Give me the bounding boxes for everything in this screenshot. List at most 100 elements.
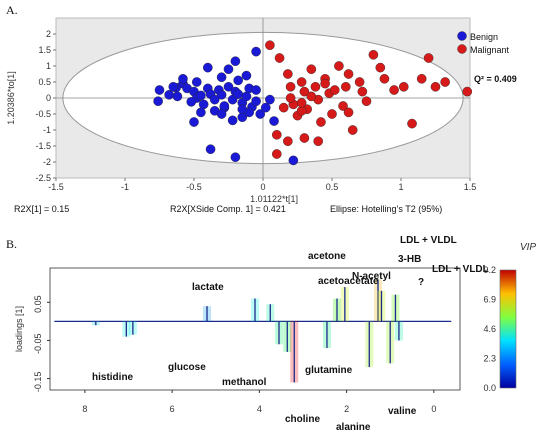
ellipse-label: Ellipse: Hotelling’s T2 (95%) xyxy=(330,204,442,214)
point-benign xyxy=(255,109,266,119)
vip-colorbar xyxy=(499,269,517,389)
point-malignant xyxy=(313,136,324,146)
ppm-tick-label: 8 xyxy=(82,404,87,414)
point-benign xyxy=(202,62,213,73)
point-benign xyxy=(168,82,179,92)
point-malignant xyxy=(343,107,354,118)
point-malignant xyxy=(285,82,296,92)
point-benign xyxy=(196,90,206,101)
annotation-label: acetoacetate xyxy=(318,276,379,287)
point-malignant xyxy=(285,93,296,103)
point-benign xyxy=(219,101,230,111)
point-malignant xyxy=(416,74,427,84)
point-benign xyxy=(198,99,209,110)
point-benign xyxy=(154,85,165,95)
y-tick-label: 0 xyxy=(46,93,51,103)
point-malignant xyxy=(354,77,365,87)
point-benign xyxy=(251,46,261,57)
point-malignant xyxy=(340,82,351,92)
point-malignant xyxy=(462,86,473,97)
point-benign xyxy=(241,91,252,102)
point-benign xyxy=(209,94,220,105)
point-malignant xyxy=(296,77,307,87)
y-tick-label: -1 xyxy=(43,125,51,135)
loadings-plot-area xyxy=(49,267,461,391)
point-malignant xyxy=(368,50,379,60)
y-tick-label: 1.5 xyxy=(38,45,51,55)
annotation-label: LDL + VLDL xyxy=(400,235,457,246)
colorbar-tick-label: 0.0 xyxy=(483,383,496,393)
point-malignant xyxy=(357,86,368,97)
point-benign xyxy=(241,70,252,81)
r2x-label: R2X[1] = 0.15 xyxy=(14,204,69,214)
point-benign xyxy=(164,90,174,100)
annotation-label: 3-HB xyxy=(398,254,421,265)
legend-label-benign: Benign xyxy=(470,32,498,42)
point-benign xyxy=(233,89,243,99)
ppm-tick-label: 4 xyxy=(257,404,262,414)
y-tick-label: -0.5 xyxy=(35,109,51,119)
point-malignant xyxy=(283,136,293,146)
point-benign xyxy=(265,94,275,105)
point-benign xyxy=(237,104,248,114)
point-benign xyxy=(191,77,202,87)
point-malignant xyxy=(299,133,310,143)
loadings-y-tick-label: -0.05 xyxy=(33,333,43,354)
point-benign xyxy=(216,90,227,100)
x-tick-label: 0.5 xyxy=(326,182,339,192)
point-benign xyxy=(205,144,216,154)
colorbar-title: VIP xyxy=(520,242,536,253)
y-tick-label: 0.5 xyxy=(38,77,51,87)
point-malignant xyxy=(430,82,441,92)
y-tick-label: -2 xyxy=(43,157,51,167)
point-benign xyxy=(230,152,241,162)
point-malignant xyxy=(306,91,317,102)
point-benign xyxy=(216,109,227,119)
point-malignant xyxy=(283,69,293,79)
ppm-tick-label: 6 xyxy=(170,404,175,414)
legend-label-malignant: Malignant xyxy=(470,45,510,55)
ppm-tick-label: 0 xyxy=(431,404,436,414)
colorbar-tick-label: 4.6 xyxy=(483,324,496,334)
y-axis-label: 1.20386*to[1] xyxy=(6,71,16,125)
point-malignant xyxy=(347,125,358,135)
point-benign xyxy=(230,56,241,67)
x-tick-label: 0 xyxy=(260,182,265,192)
point-malignant xyxy=(265,40,275,51)
point-malignant xyxy=(361,96,372,106)
legend-marker-benign xyxy=(457,31,467,41)
y-tick-label: -1.5 xyxy=(35,141,51,151)
point-malignant xyxy=(274,53,285,63)
point-malignant xyxy=(327,109,337,119)
point-malignant xyxy=(423,53,434,63)
point-benign xyxy=(189,117,199,127)
panel-b-label: B. xyxy=(6,237,17,251)
point-malignant xyxy=(440,77,450,87)
point-malignant xyxy=(329,85,340,95)
point-malignant xyxy=(310,82,321,92)
colorbar-tick-label: 9.2 xyxy=(483,265,496,275)
ppm-tick-label: 2 xyxy=(344,404,349,414)
annotation-label: glucose xyxy=(168,362,206,373)
point-benign xyxy=(178,74,188,84)
point-benign xyxy=(227,115,238,126)
panel-a-label: A. xyxy=(6,3,18,17)
annotation-label: alanine xyxy=(336,422,371,433)
annotation-label: choline xyxy=(285,414,320,425)
point-malignant xyxy=(379,74,390,84)
legend-marker-malignant xyxy=(457,44,467,54)
point-benign xyxy=(216,72,227,82)
loadings-y-tick-label: 0.05 xyxy=(33,295,43,313)
colorbar-tick-label: 6.9 xyxy=(483,295,496,305)
point-malignant xyxy=(334,61,344,71)
point-malignant xyxy=(271,129,282,140)
point-malignant xyxy=(299,86,310,97)
y-tick-label: 1 xyxy=(46,61,51,71)
annotation-label: acetone xyxy=(308,251,346,262)
loadings-y-axis-label: loadings [1] xyxy=(14,306,24,352)
annotation-label: glutamine xyxy=(305,365,353,376)
point-benign xyxy=(233,75,243,86)
point-benign xyxy=(288,155,299,166)
annotation-label: ? xyxy=(418,277,424,288)
